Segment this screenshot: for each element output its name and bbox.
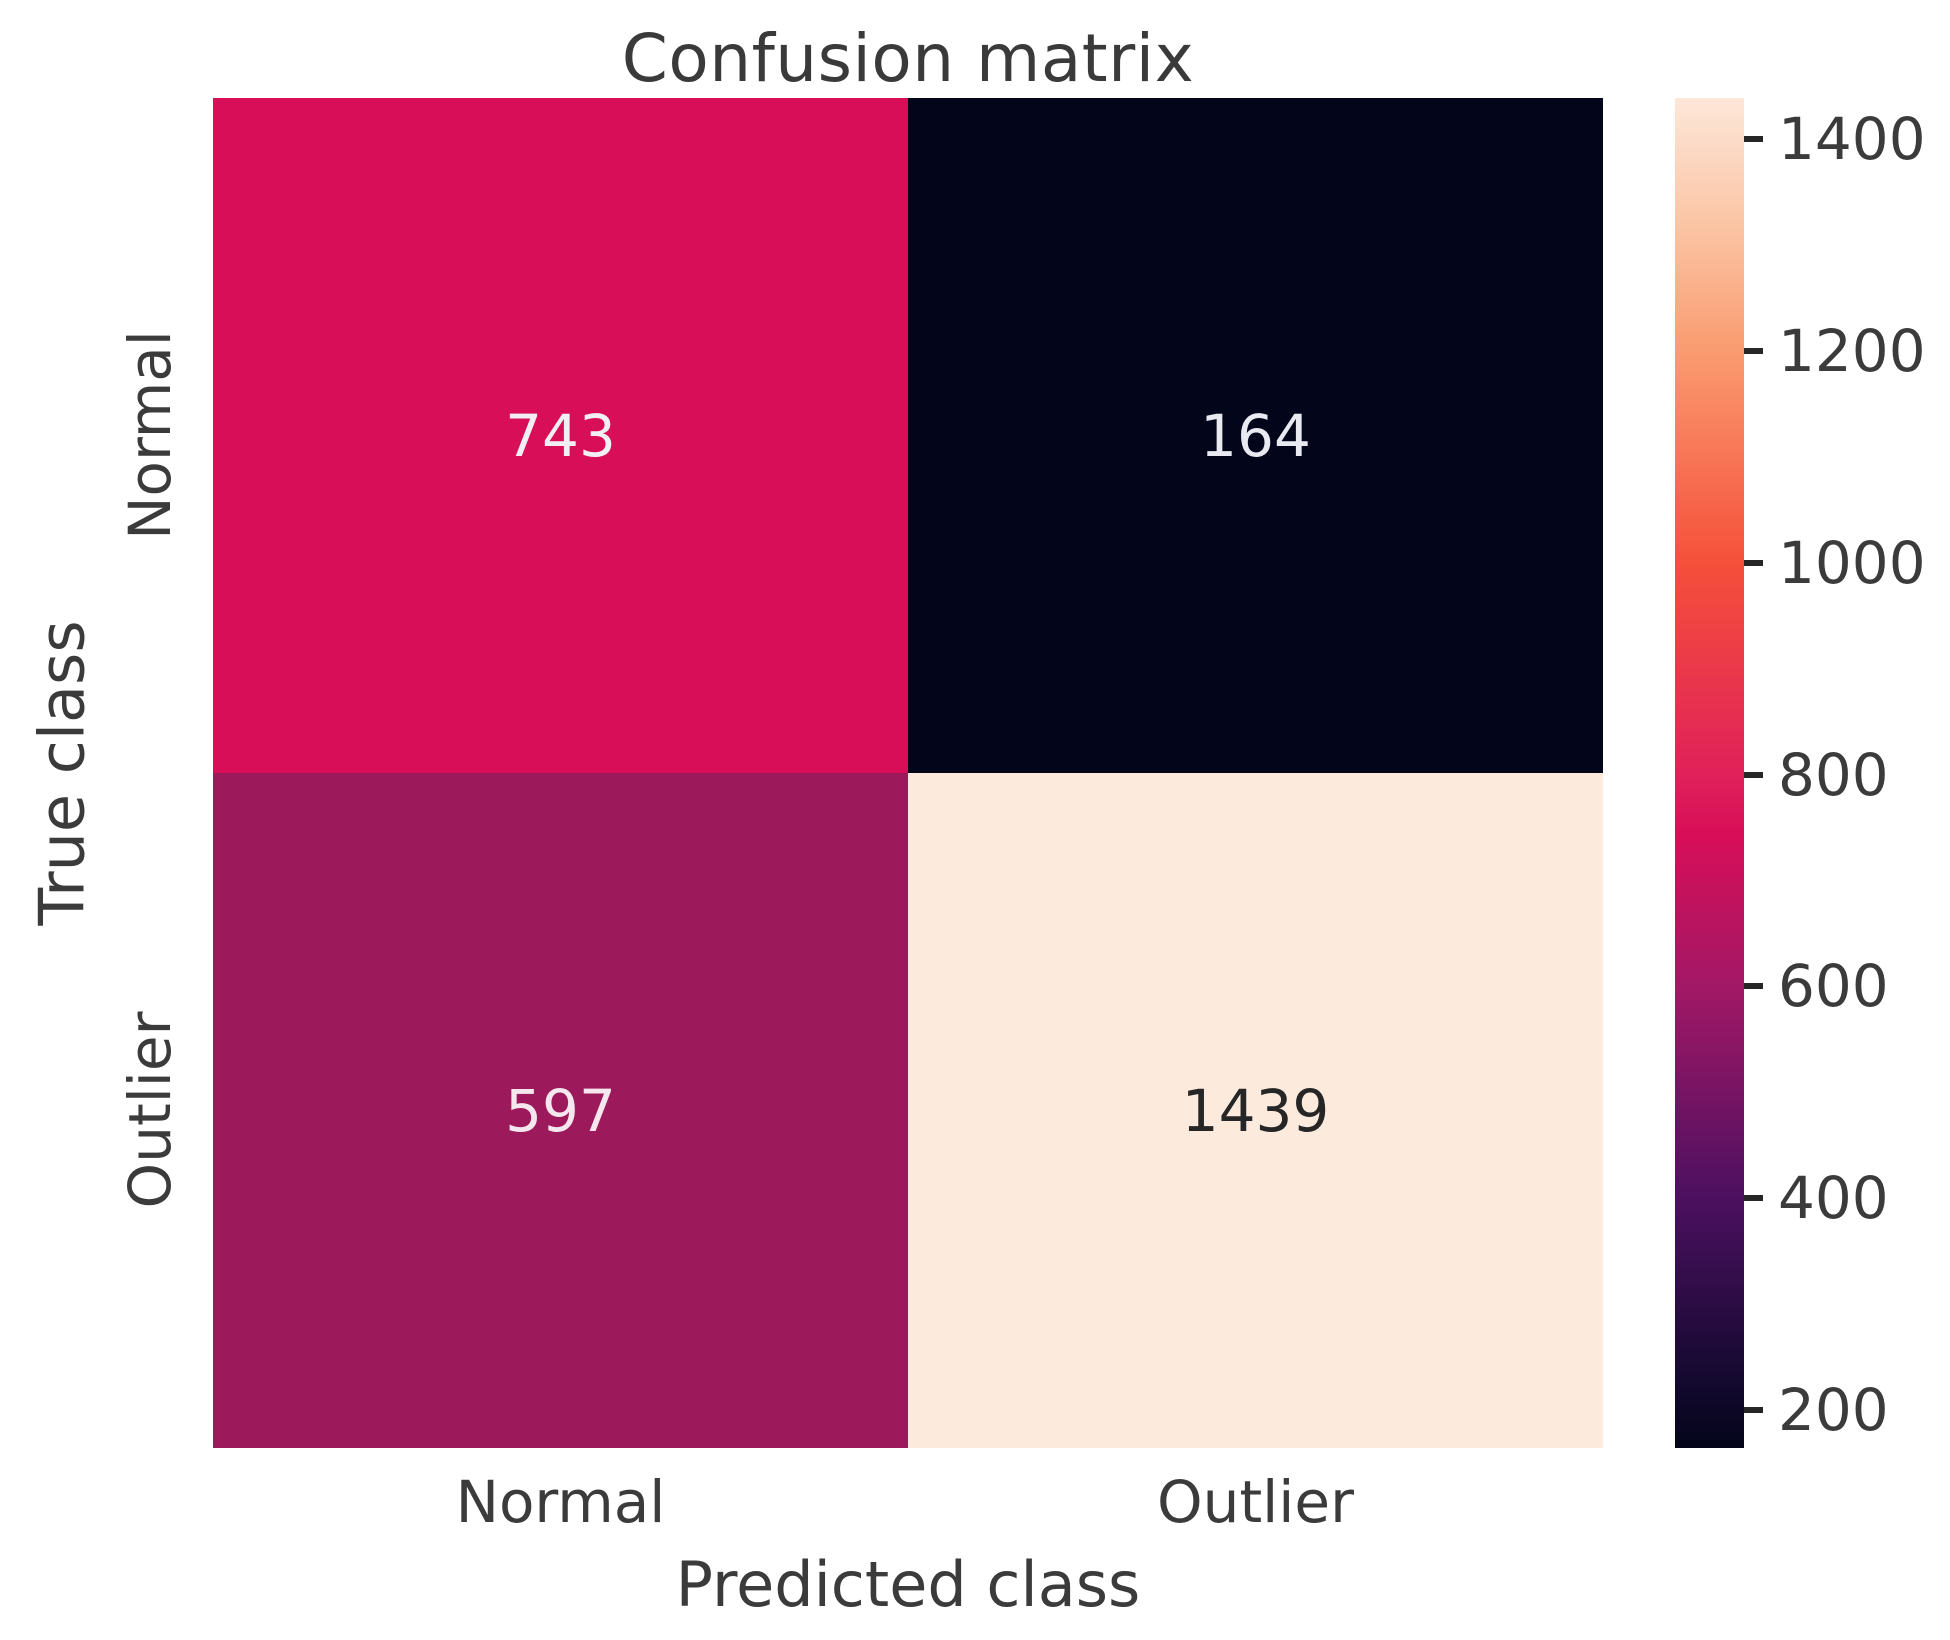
- colorbar-tick-label: 800: [1778, 740, 1889, 809]
- cell-true-normal-pred-normal: 743: [213, 98, 908, 773]
- colorbar-tick-mark: [1744, 983, 1763, 990]
- colorbar-tick-mark: [1744, 559, 1763, 566]
- heatmap-grid: 743 164 597 1439: [213, 98, 1603, 1448]
- y-tick-normal: Normal: [116, 330, 184, 540]
- cell-true-outlier-pred-normal: 597: [213, 773, 908, 1448]
- colorbar-tick-mark: [1744, 348, 1763, 355]
- colorbar-tick-mark: [1744, 1195, 1763, 1202]
- cell-value-true-outlier-pred-outlier: 1439: [1181, 1076, 1330, 1145]
- y-tick-outlier: Outlier: [116, 1011, 184, 1209]
- cell-true-outlier-pred-outlier: 1439: [908, 773, 1603, 1448]
- colorbar-tick-label: 1400: [1778, 105, 1926, 174]
- y-axis-label: True class: [25, 620, 99, 926]
- x-axis-label: Predicted class: [675, 1548, 1141, 1621]
- colorbar-tick-mark: [1744, 1406, 1763, 1413]
- colorbar-tick-mark: [1744, 136, 1763, 143]
- colorbar-tick-mark: [1744, 771, 1763, 778]
- colorbar: [1675, 98, 1744, 1448]
- colorbar-tick-label: 200: [1778, 1375, 1889, 1444]
- chart-title: Confusion matrix: [621, 20, 1195, 97]
- colorbar-tick-label: 1000: [1778, 528, 1926, 597]
- cell-value-true-outlier-pred-normal: 597: [505, 1076, 616, 1145]
- colorbar-tick-label: 400: [1778, 1164, 1889, 1233]
- cell-true-normal-pred-outlier: 164: [908, 98, 1603, 773]
- colorbar-tick-label: 1200: [1778, 317, 1926, 386]
- colorbar-tick-label: 600: [1778, 952, 1889, 1021]
- x-tick-outlier: Outlier: [1157, 1468, 1354, 1536]
- cell-value-true-normal-pred-outlier: 164: [1200, 401, 1311, 470]
- cell-value-true-normal-pred-normal: 743: [505, 401, 616, 470]
- x-tick-normal: Normal: [455, 1468, 666, 1536]
